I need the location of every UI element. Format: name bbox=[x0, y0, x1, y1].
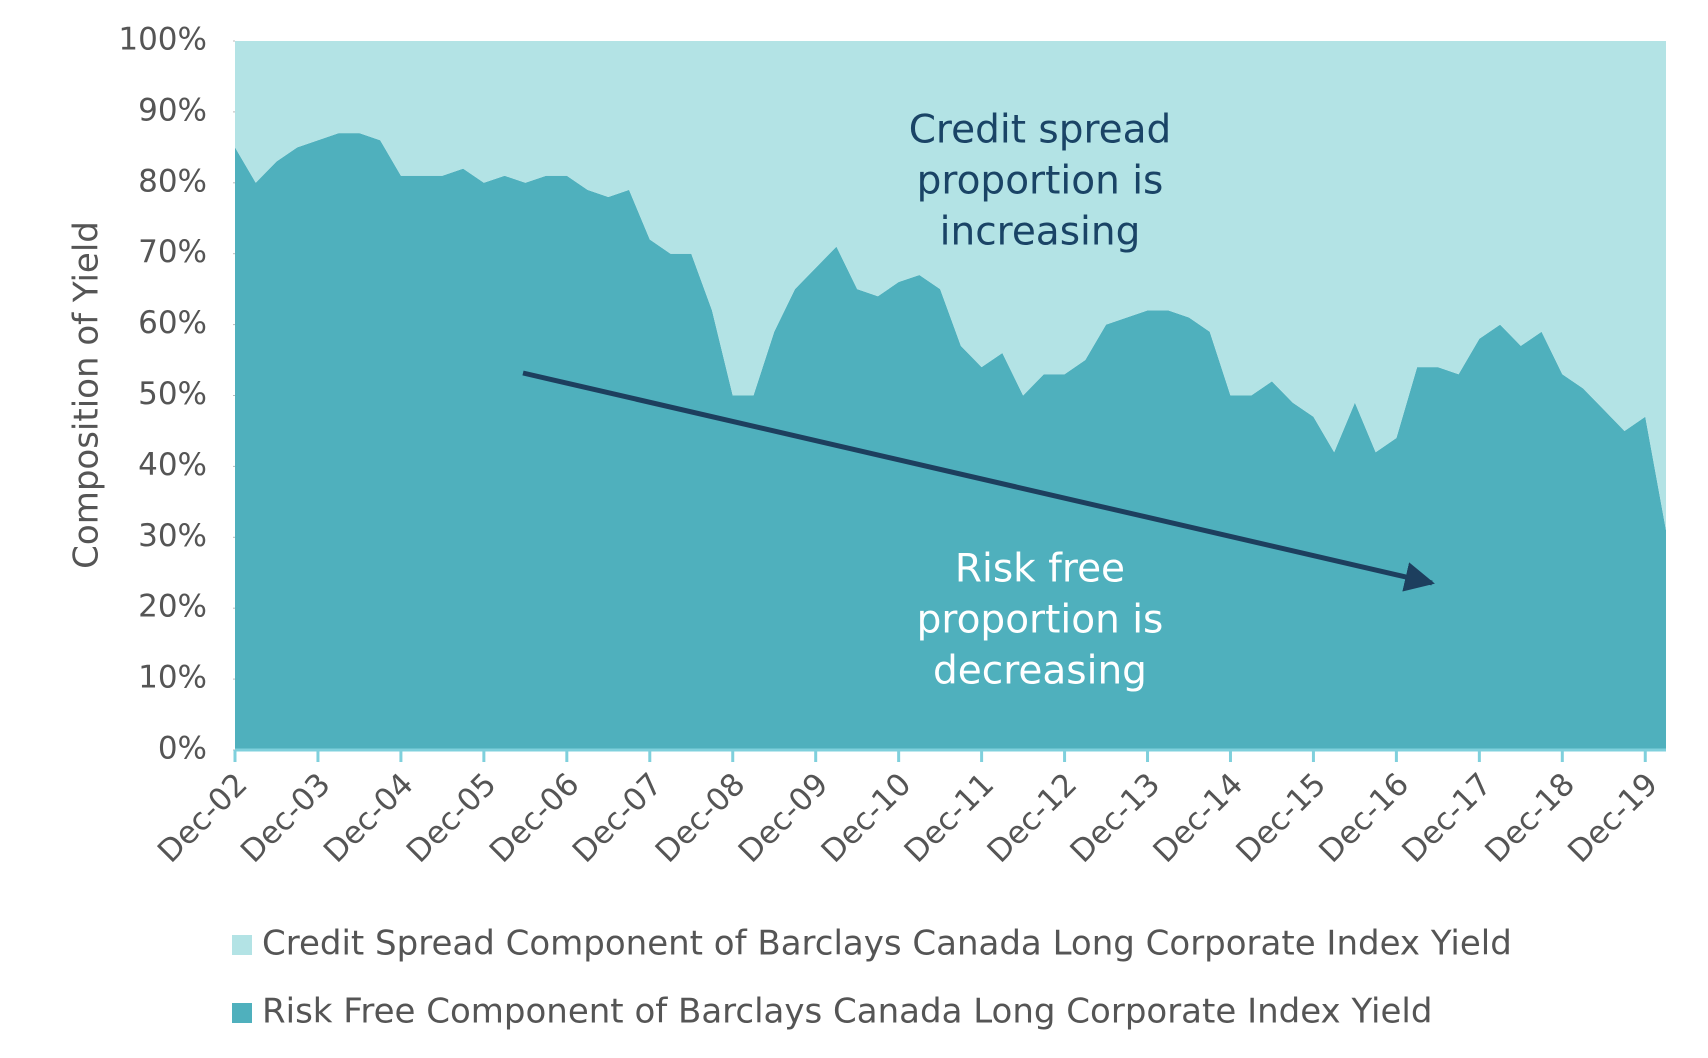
x-tick-label: Dec-05 bbox=[400, 766, 504, 870]
area bbox=[235, 41, 1666, 531]
x-tick-label: Dec-15 bbox=[1229, 766, 1333, 870]
x-tick-label: Dec-12 bbox=[981, 766, 1085, 870]
y-tick-label: 80% bbox=[138, 163, 207, 199]
x-tick-label: Dec-19 bbox=[1561, 766, 1665, 870]
annotation: decreasing bbox=[933, 649, 1147, 694]
trend-arrow bbox=[522, 370, 1435, 592]
legend-label: Credit Spread Component of Barclays Cana… bbox=[262, 924, 1512, 964]
x-tick-label: Dec-02 bbox=[151, 766, 255, 870]
x-tick-label: Dec-17 bbox=[1395, 766, 1499, 870]
annotation: proportion is bbox=[917, 159, 1164, 204]
legend-swatch bbox=[232, 1003, 252, 1023]
x-tick-label: Dec-08 bbox=[649, 766, 753, 870]
y-tick-label: 50% bbox=[138, 376, 207, 412]
legend-label: Risk Free Component of Barclays Canada L… bbox=[262, 992, 1432, 1032]
y-tick-label: 30% bbox=[138, 518, 207, 554]
x-tick-label: Dec-11 bbox=[898, 766, 1002, 870]
plot-area bbox=[235, 41, 1666, 751]
x-tick-label: Dec-07 bbox=[566, 766, 670, 870]
legend-swatch bbox=[232, 935, 252, 955]
x-tick-label: Dec-18 bbox=[1478, 766, 1582, 870]
area bbox=[235, 133, 1666, 751]
y-tick-label: 40% bbox=[138, 447, 207, 483]
y-tick-label: 100% bbox=[118, 22, 207, 58]
y-axis-label: Composition of Yield bbox=[67, 221, 107, 569]
x-tick-label: Dec-13 bbox=[1064, 766, 1168, 870]
annotation: Risk free bbox=[955, 547, 1125, 592]
x-tick-label: Dec-04 bbox=[317, 766, 421, 870]
x-tick-label: Dec-06 bbox=[483, 766, 587, 870]
y-tick-label: 70% bbox=[138, 234, 207, 270]
y-tick-label: 60% bbox=[138, 305, 207, 341]
x-tick-label: Dec-03 bbox=[234, 766, 338, 870]
x-tick-label: Dec-10 bbox=[815, 766, 919, 870]
y-tick-label: 20% bbox=[138, 589, 207, 625]
y-tick-label: 0% bbox=[158, 731, 207, 767]
y-tick-label: 10% bbox=[138, 660, 207, 696]
x-tick-label: Dec-14 bbox=[1146, 766, 1250, 870]
x-tick-label: Dec-09 bbox=[732, 766, 836, 870]
y-tick-label: 90% bbox=[138, 92, 207, 128]
annotation: Credit spread bbox=[909, 108, 1172, 153]
annotation: increasing bbox=[940, 210, 1141, 255]
x-tick-label: Dec-16 bbox=[1312, 766, 1416, 870]
annotation: proportion is bbox=[917, 598, 1164, 643]
